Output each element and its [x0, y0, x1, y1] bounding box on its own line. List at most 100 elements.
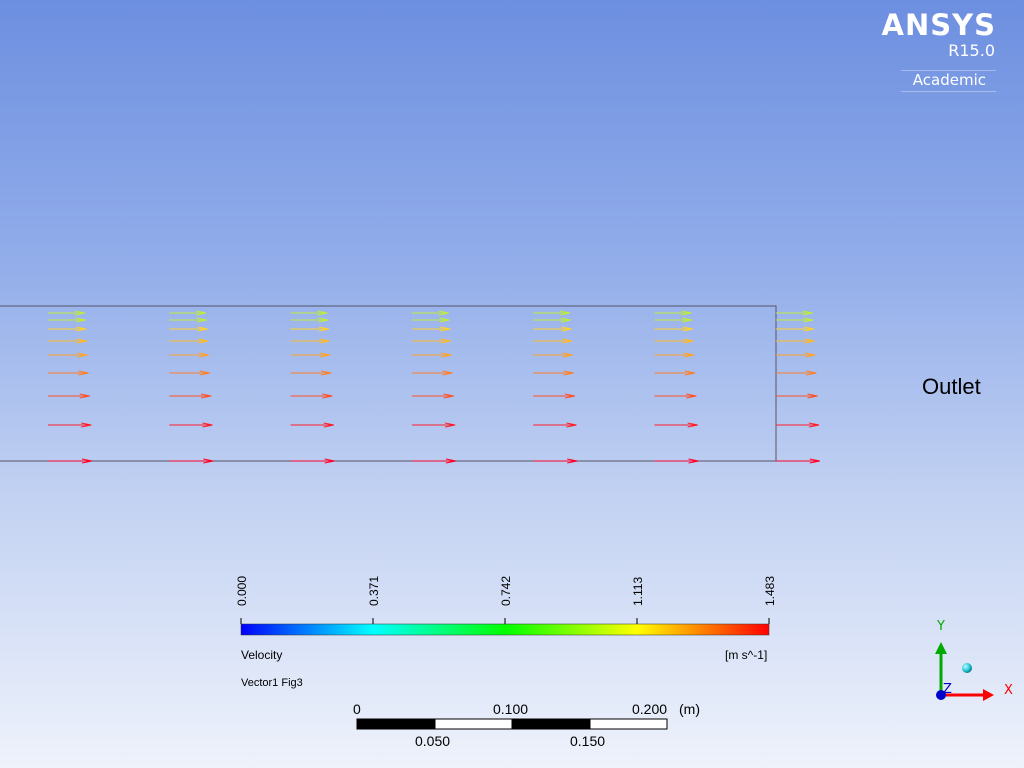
- legend-tick-label-2: 0.742: [499, 575, 513, 606]
- vector-arrowhead: [318, 326, 329, 332]
- vector-arrowhead: [442, 370, 453, 376]
- vector-arrowhead: [688, 458, 699, 464]
- legend-tick-label-0: 0.000: [235, 575, 249, 606]
- scale-label-0: 0: [353, 701, 361, 717]
- vector-arrowhead: [77, 352, 88, 358]
- vector-arrowhead: [318, 317, 329, 323]
- vector-arrowhead: [445, 458, 456, 464]
- vector-arrowhead: [443, 393, 454, 399]
- scale-unit: (m): [679, 701, 700, 717]
- vector-arrowhead: [807, 393, 818, 399]
- scale-seg-4: [589, 718, 668, 730]
- logo-edition: Academic: [900, 70, 996, 92]
- vector-arrowhead: [75, 317, 86, 323]
- vector-arrowhead: [317, 310, 328, 316]
- x-axis-arrowhead: [983, 689, 994, 701]
- y-axis-label: Y: [936, 619, 945, 634]
- vector-arrowhead: [567, 458, 578, 464]
- y-axis-arrowhead: [935, 642, 947, 654]
- legend-tick-label-1: 0.371: [367, 575, 381, 606]
- vector-arrowhead: [438, 310, 449, 316]
- vector-arrowhead: [320, 370, 332, 376]
- vector-arrowhead: [802, 310, 813, 316]
- legend-tick-marks: [240, 618, 770, 624]
- vector-arrowhead: [566, 422, 577, 428]
- vector-arrowhead: [564, 393, 576, 399]
- vector-arrowhead: [440, 338, 451, 344]
- vector-arrowhead: [198, 352, 209, 358]
- ansys-logo: ANSYS R15.0 Academic: [881, 8, 996, 92]
- vector-arrowhead: [79, 393, 90, 399]
- legend-plot-name: Vector1 Fig3: [241, 677, 303, 689]
- vector-arrowhead: [198, 338, 209, 344]
- vector-arrowhead: [806, 370, 817, 376]
- vector-arrowhead: [76, 338, 87, 344]
- legend-color-bar: [240, 623, 770, 636]
- domain-outline: [0, 305, 777, 462]
- logo-brand: ANSYS: [881, 8, 996, 42]
- x-axis-label: X: [1004, 683, 1013, 698]
- outlet-label: Outlet: [922, 374, 981, 399]
- vector-arrowhead: [561, 338, 573, 344]
- vector-arrowhead: [74, 310, 85, 316]
- z-axis-label: Z: [943, 682, 952, 697]
- vector-arrowhead: [322, 393, 333, 399]
- vector-arrowhead: [199, 370, 210, 376]
- vector-arrowhead: [202, 422, 213, 428]
- vector-arrowhead: [804, 338, 815, 344]
- vector-arrowhead: [803, 317, 814, 323]
- vector-arrowhead: [81, 458, 93, 464]
- view-sphere-icon: [962, 663, 972, 673]
- vector-arrowhead: [682, 326, 693, 332]
- scale-label-0150: 0.150: [570, 733, 606, 749]
- vector-arrowhead: [320, 352, 331, 358]
- vector-arrowhead: [683, 338, 694, 344]
- vector-arrowhead: [683, 352, 695, 358]
- scale-label-0100: 0.100: [493, 701, 529, 717]
- vector-arrowhead: [319, 338, 330, 344]
- velocity-vectors: [48, 310, 820, 464]
- vector-arrowhead: [563, 370, 574, 376]
- vector-arrowhead: [808, 422, 820, 428]
- vector-arrowhead: [439, 317, 450, 323]
- vector-arrowhead: [78, 370, 89, 376]
- vector-arrowhead: [805, 352, 816, 358]
- vector-arrowhead: [682, 317, 693, 323]
- vector-arrowhead: [687, 422, 698, 428]
- vector-arrowhead: [445, 422, 456, 428]
- scale-label-0200: 0.200: [632, 701, 668, 717]
- vector-arrowhead: [197, 326, 208, 332]
- vector-arrowhead: [681, 310, 692, 316]
- vector-arrowhead: [440, 326, 451, 332]
- legend-tick-label-4: 1.483: [763, 575, 777, 606]
- vector-arrowhead: [560, 317, 571, 323]
- vector-arrowhead: [441, 352, 452, 358]
- vector-arrowhead: [200, 393, 212, 399]
- scale-label-0050: 0.050: [415, 733, 451, 749]
- vector-arrowhead: [684, 370, 696, 376]
- vector-arrowhead: [196, 310, 207, 316]
- vector-arrowhead: [323, 422, 334, 428]
- vector-arrowhead: [809, 458, 820, 464]
- legend-units: [m s^-1]: [725, 648, 768, 662]
- legend-tick-label-3: 1.113: [631, 576, 645, 606]
- vector-arrowhead: [81, 422, 92, 428]
- scale-seg-3: [511, 718, 591, 730]
- vector-arrowhead: [203, 458, 214, 464]
- vector-arrowhead: [803, 326, 815, 332]
- vector-arrowhead: [686, 393, 697, 399]
- scale-seg-1: [356, 718, 436, 730]
- vector-arrowhead: [562, 352, 573, 358]
- vector-arrowhead: [561, 326, 572, 332]
- vector-arrowhead: [559, 310, 571, 316]
- z-axis-dot: [936, 690, 946, 700]
- vector-arrowhead: [76, 326, 87, 332]
- legend-title: Velocity: [241, 648, 283, 662]
- scale-bar: [356, 718, 668, 730]
- logo-version: R15.0: [948, 41, 995, 60]
- vector-arrowhead: [324, 458, 335, 464]
- vector-arrowhead: [196, 317, 207, 323]
- scale-seg-2: [434, 718, 513, 730]
- axis-triad[interactable]: X Y Z: [935, 619, 1013, 701]
